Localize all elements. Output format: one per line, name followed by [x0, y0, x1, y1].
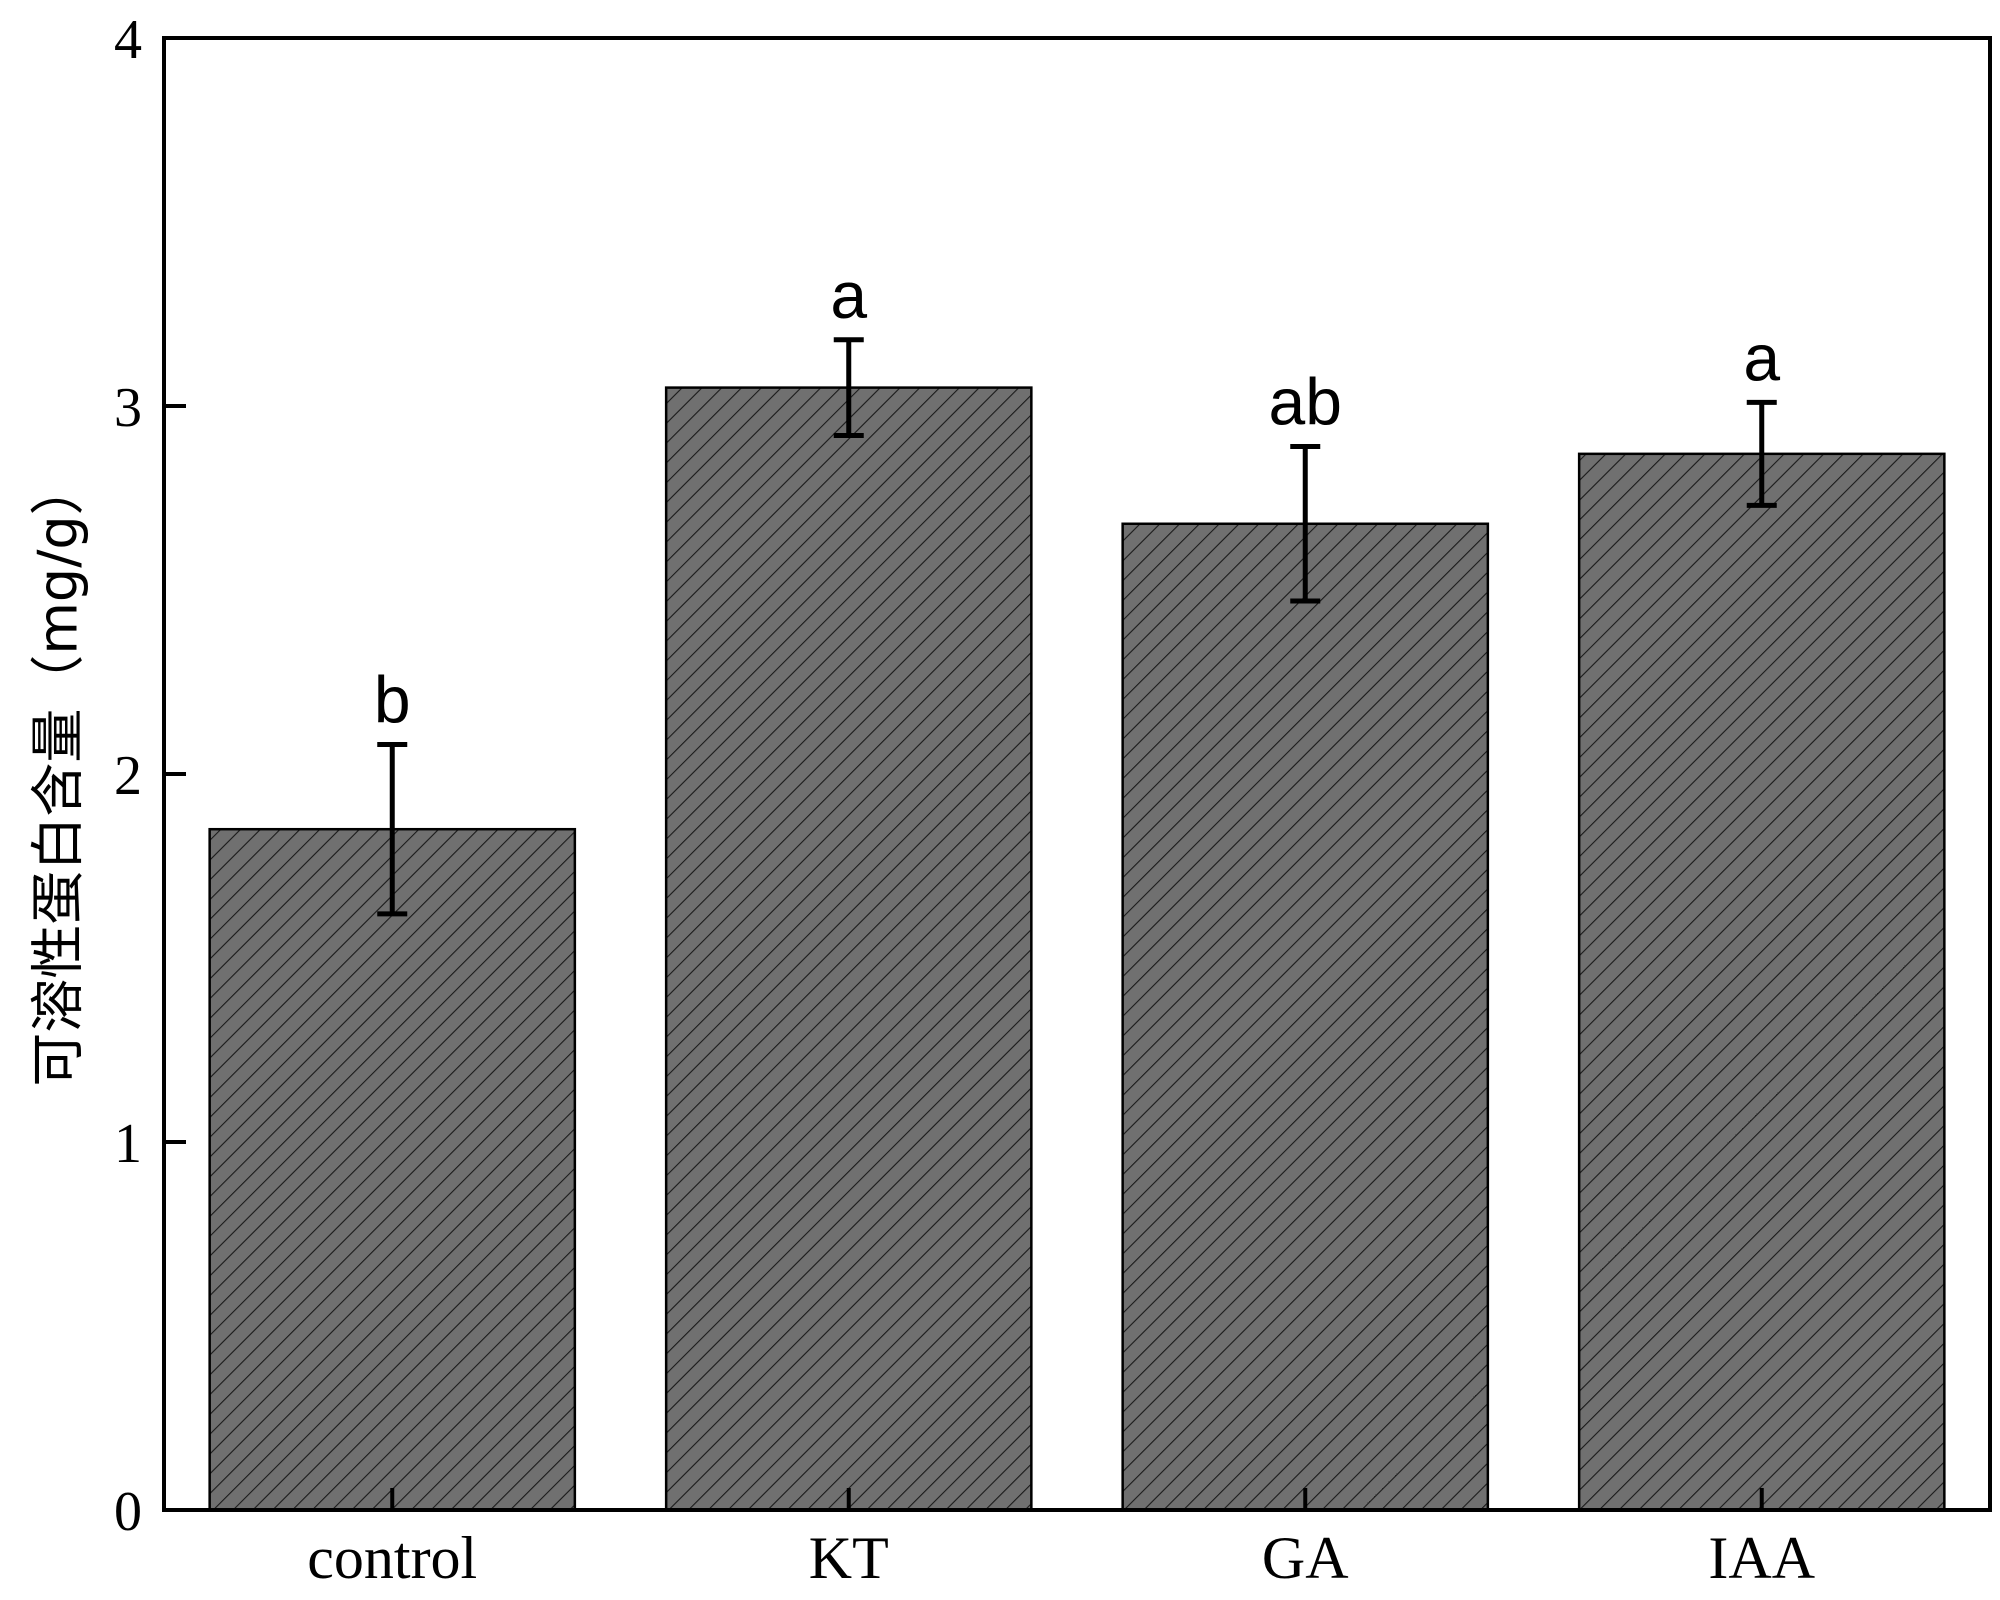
y-tick-label: 0 — [114, 1481, 142, 1543]
bar-KT — [664, 386, 1033, 1512]
significance-label-control: b — [374, 663, 411, 737]
significance-labels-layer: b a ab a — [374, 258, 1781, 737]
y-tick-label: 4 — [114, 9, 142, 71]
axis-layer: control KT GA IAA 0 1 2 3 4 — [114, 9, 1815, 1591]
x-tick-label: IAA — [1708, 1525, 1815, 1591]
error-bar-GA — [1290, 443, 1321, 604]
bars-layer — [208, 386, 1946, 1512]
bar-control — [208, 827, 577, 1512]
error-bar-IAA — [1746, 399, 1777, 508]
error-bar-control — [377, 742, 408, 917]
significance-label-IAA: a — [1743, 320, 1780, 394]
significance-label-GA: ab — [1269, 364, 1342, 438]
x-tick-label: control — [307, 1525, 477, 1591]
bar-IAA — [1577, 452, 1946, 1512]
y-axis-title: 可溶性蛋白含量（mg/g） — [27, 461, 90, 1086]
error-bars-layer — [377, 337, 1777, 917]
y-tick-label: 2 — [114, 745, 142, 807]
x-tick-label: KT — [809, 1525, 889, 1591]
bar-GA — [1121, 522, 1490, 1512]
y-tick-label: 3 — [114, 377, 142, 439]
x-tick-label: GA — [1262, 1525, 1349, 1591]
y-tick-label: 1 — [114, 1113, 142, 1175]
significance-label-KT: a — [830, 258, 867, 332]
error-bar-KT — [833, 337, 864, 438]
